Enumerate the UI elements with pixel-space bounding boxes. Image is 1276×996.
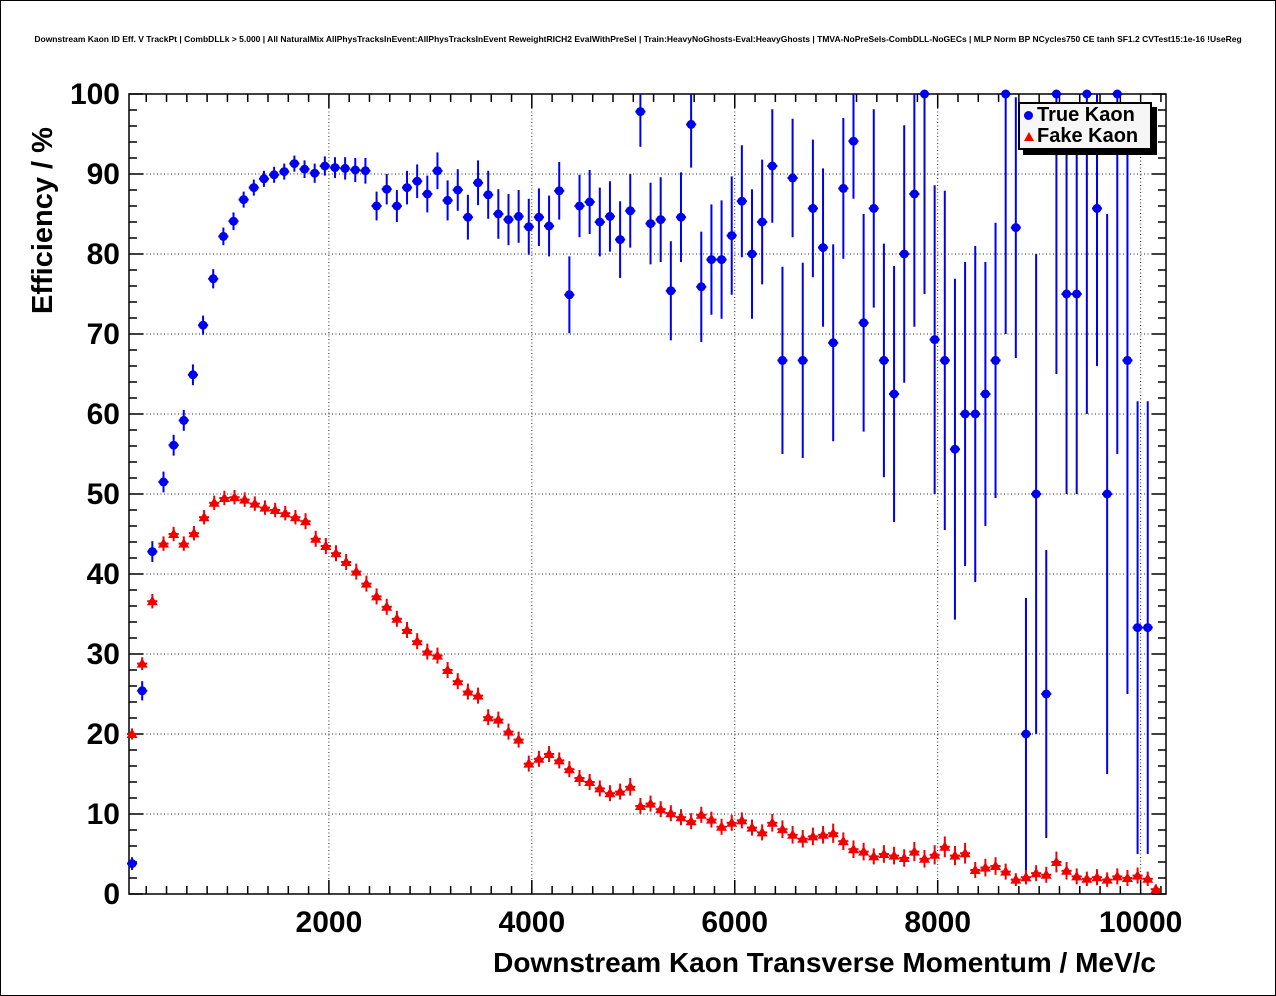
legend-entry-true-kaon: True Kaon bbox=[1020, 104, 1150, 126]
svg-text:10: 10 bbox=[87, 798, 120, 831]
legend-entry-fake-kaon: Fake Kaon bbox=[1020, 125, 1150, 147]
legend: True Kaon Fake Kaon bbox=[1018, 102, 1152, 150]
svg-text:30: 30 bbox=[87, 638, 120, 671]
svg-text:80: 80 bbox=[87, 238, 120, 271]
svg-text:100: 100 bbox=[70, 78, 120, 111]
y-axis-title: Efficiency / % bbox=[27, 127, 59, 314]
true-kaon-marker-icon bbox=[1020, 111, 1037, 120]
series-true-kaon bbox=[126, 89, 1153, 870]
axis-ticks bbox=[129, 93, 1166, 895]
x-axis-title: Downstream Kaon Transverse Momentum / Me… bbox=[493, 947, 1156, 978]
svg-text:8000: 8000 bbox=[904, 906, 971, 939]
legend-label-true-kaon: True Kaon bbox=[1037, 104, 1135, 126]
y-tick-labels: 0 10 20 30 40 50 60 70 80 90 100 bbox=[70, 78, 120, 911]
svg-text:60: 60 bbox=[87, 398, 120, 431]
svg-text:50: 50 bbox=[87, 478, 120, 511]
fake-kaon-marker-icon bbox=[1020, 132, 1037, 141]
svg-text:40: 40 bbox=[87, 558, 120, 591]
svg-text:4000: 4000 bbox=[498, 906, 565, 939]
svg-text:90: 90 bbox=[87, 158, 120, 191]
svg-text:70: 70 bbox=[87, 318, 120, 351]
svg-text:10000: 10000 bbox=[1099, 906, 1182, 939]
x-tick-labels: 2000 4000 6000 8000 10000 bbox=[296, 906, 1183, 939]
series-fake-kaon bbox=[126, 490, 1162, 894]
gridlines bbox=[129, 94, 1166, 894]
plot-title: Downstream Kaon ID Eff. V TrackPt | Comb… bbox=[34, 34, 1242, 44]
legend-label-fake-kaon: Fake Kaon bbox=[1037, 125, 1139, 147]
svg-text:20: 20 bbox=[87, 718, 120, 751]
svg-text:6000: 6000 bbox=[701, 906, 768, 939]
svg-text:2000: 2000 bbox=[296, 906, 363, 939]
svg-text:0: 0 bbox=[103, 878, 120, 911]
